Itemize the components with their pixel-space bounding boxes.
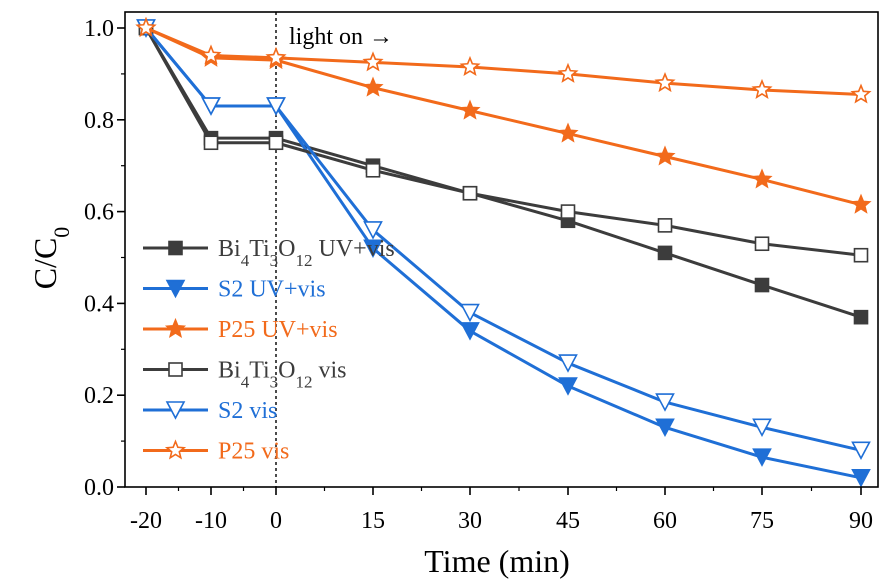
data-point — [557, 122, 579, 143]
data-point — [850, 83, 872, 104]
y-tick-label: 1.0 — [84, 16, 114, 42]
data-point — [853, 247, 869, 263]
legend-swatch-marker — [168, 240, 183, 256]
legend-swatch-marker — [168, 362, 183, 377]
x-axis-title: Time (min) — [424, 543, 570, 579]
data-point — [752, 418, 772, 438]
data-point — [657, 245, 673, 261]
x-tick-label: 75 — [750, 508, 774, 534]
data-point — [365, 162, 381, 178]
legend-label: Bi4Ti3O12 UV+vis — [218, 236, 395, 270]
series-line — [145, 26, 862, 97]
data-point — [752, 448, 772, 467]
data-point — [655, 418, 675, 438]
legend-swatch-marker — [164, 439, 187, 460]
legend-entry: Bi4Ti3O12 UV+vis — [143, 236, 395, 270]
legend-swatch-marker — [165, 401, 186, 420]
data-point — [363, 239, 383, 259]
light-on-annotation: light on → — [289, 24, 393, 50]
x-tick-label: 15 — [361, 508, 385, 534]
legend-label: S2 vis — [218, 398, 277, 424]
series-line — [144, 27, 862, 319]
legend-entry: P25 vis — [143, 439, 289, 465]
x-tick-label: 90 — [849, 508, 873, 534]
data-point — [459, 99, 481, 120]
legend-label: P25 UV+vis — [218, 317, 338, 343]
legend-entry: S2 UV+vis — [143, 277, 326, 303]
legend-entry: Bi4Ti3O12 vis — [143, 358, 347, 392]
data-point — [268, 135, 284, 151]
legend-label: S2 UV+vis — [218, 277, 326, 303]
data-point — [135, 16, 157, 37]
data-point — [462, 185, 478, 201]
data-point — [266, 97, 286, 116]
axes: -20 -10 0 15 30 45 60 75 90 0.0 0.2 0.4 0.6 0.8 1.0 — [84, 11, 879, 534]
data-point — [851, 441, 871, 460]
y-tick-label: 0.0 — [84, 475, 114, 501]
data-point — [754, 277, 770, 293]
y-tick-label: 0.4 — [84, 291, 114, 317]
y-tick-label: 0.6 — [84, 200, 114, 226]
light-on-arrow: → — [369, 24, 393, 50]
data-point — [751, 168, 773, 189]
legend-entry: P25 UV+vis — [143, 317, 338, 343]
legend-label: P25 vis — [218, 439, 289, 465]
y-axis-title-sub: 0 — [49, 227, 74, 238]
x-tick-label: -10 — [195, 508, 227, 534]
data-point — [851, 469, 871, 488]
y-tick-label: 0.2 — [84, 383, 114, 409]
y-tick-label: 0.8 — [84, 108, 114, 134]
legend-swatch-marker — [165, 279, 186, 299]
y-axis-title: C/C0 — [27, 227, 74, 290]
legend-swatch-marker — [164, 317, 187, 338]
series-line — [144, 27, 862, 257]
x-tick-label: 30 — [458, 508, 482, 534]
data-point — [203, 135, 219, 151]
series-5 — [135, 16, 872, 104]
data-point — [362, 51, 384, 72]
data-point — [558, 354, 578, 373]
data-point — [558, 377, 578, 396]
plot-area — [135, 12, 872, 488]
data-point — [363, 221, 383, 240]
data-point — [200, 44, 222, 65]
data-point — [557, 62, 579, 83]
data-point — [657, 218, 673, 233]
data-point — [654, 71, 676, 93]
series-2 — [135, 16, 872, 214]
series-line — [145, 26, 862, 207]
data-point — [850, 193, 872, 214]
data-point — [362, 76, 384, 97]
light-on-label: light on — [289, 24, 363, 50]
data-point — [560, 204, 576, 219]
legend-entry: S2 vis — [143, 398, 277, 424]
x-tick-label: 60 — [653, 508, 677, 534]
x-tick-label: 45 — [556, 508, 580, 534]
data-point — [751, 78, 773, 99]
data-point — [654, 145, 676, 166]
legend: Bi4Ti3O12 UV+vis S2 UV+vis P25 UV+vis Bi4Ti… — [143, 236, 395, 465]
legend-label: Bi4Ti3O12 vis — [218, 358, 347, 392]
data-point — [265, 46, 287, 67]
data-point — [201, 97, 221, 116]
data-point — [754, 236, 770, 252]
data-point — [460, 303, 480, 323]
data-point — [459, 55, 481, 77]
data-point — [460, 322, 480, 341]
x-tick-label: 0 — [270, 508, 282, 534]
data-point — [655, 393, 675, 412]
x-tick-label: -20 — [130, 508, 162, 534]
plot-frame — [124, 11, 879, 488]
data-point — [853, 309, 869, 325]
y-axis-title-main: C/C — [27, 238, 63, 290]
